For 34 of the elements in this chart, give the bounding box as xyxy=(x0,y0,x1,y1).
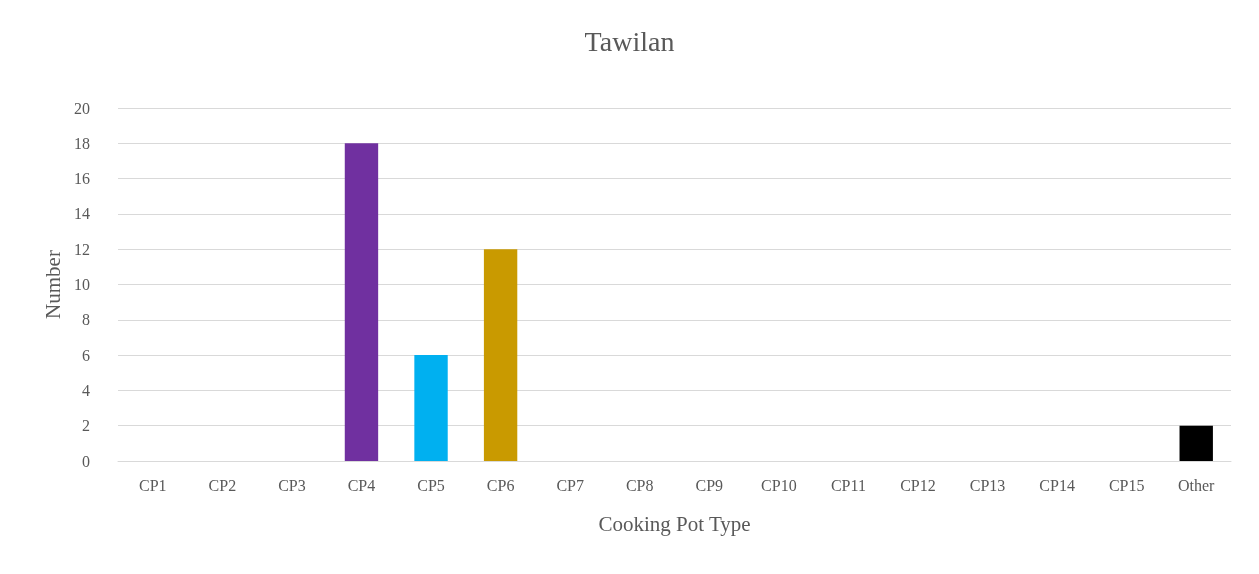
chart-title: Tawilan xyxy=(584,25,675,57)
y-tick-label: 2 xyxy=(82,417,90,435)
bar xyxy=(414,355,448,461)
x-tick-label: CP6 xyxy=(486,476,515,494)
y-tick-label: 18 xyxy=(74,134,90,152)
x-axis-title: Cooking Pot Type xyxy=(598,511,751,536)
bar xyxy=(483,249,518,461)
x-tick-label: CP15 xyxy=(1108,476,1145,494)
y-tick-label: 8 xyxy=(82,311,90,329)
y-tick-label: 6 xyxy=(82,346,90,364)
x-tick-label: CP1 xyxy=(138,476,167,494)
y-axis-title: Number xyxy=(40,250,65,319)
bar xyxy=(1179,425,1213,461)
x-tick-label: CP14 xyxy=(1039,476,1075,494)
x-tick-label: CP13 xyxy=(969,476,1006,494)
y-tick-label: 14 xyxy=(74,205,90,223)
x-tick-label: Other xyxy=(1178,476,1216,494)
x-tick-label: CP12 xyxy=(900,476,936,494)
y-tick-label: 16 xyxy=(74,170,90,188)
y-tick-label: 4 xyxy=(82,381,90,399)
x-tick-label: CP3 xyxy=(278,476,306,494)
y-tick-label: 20 xyxy=(74,99,90,117)
x-tick-label: CP8 xyxy=(625,476,654,494)
y-tick-label: 10 xyxy=(74,276,90,293)
x-tick-label: CP11 xyxy=(830,476,866,494)
x-tick-label: CP5 xyxy=(417,476,445,494)
x-tick-label: CP4 xyxy=(347,476,376,494)
x-tick-label: CP10 xyxy=(761,476,797,494)
y-tick-label: 0 xyxy=(82,452,90,470)
x-tick-label: CP2 xyxy=(208,476,237,494)
bar xyxy=(344,143,379,461)
x-tick-label: CP9 xyxy=(695,476,724,494)
y-tick-label: 12 xyxy=(74,240,90,258)
x-tick-label: CP7 xyxy=(556,476,584,494)
